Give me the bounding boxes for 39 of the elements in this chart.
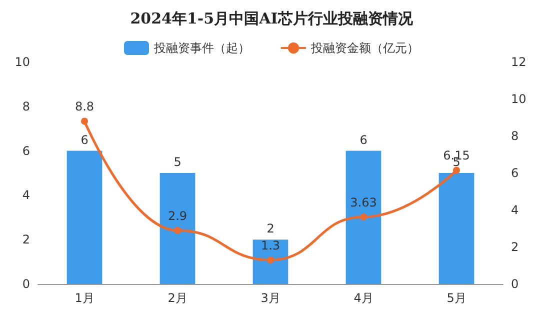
y2-tick-label: 8 (511, 129, 519, 143)
y-tick-label: 6 (22, 144, 30, 158)
data-label: 3.63 (350, 195, 377, 210)
point (267, 256, 274, 264)
data-label: 6 (80, 132, 88, 147)
data-label: 5 (174, 155, 182, 169)
y2-tick-label: 12 (511, 55, 526, 69)
data-label: 6 (360, 132, 368, 147)
y2-tick-label: 10 (511, 92, 526, 106)
y-tick-label: 8 (22, 99, 30, 114)
y2-tick-label: 0 (511, 277, 519, 291)
point (174, 226, 181, 234)
x-tick-label: 2月 (168, 291, 188, 305)
bar (438, 173, 474, 284)
y-tick-label: 10 (14, 55, 30, 69)
bar (346, 150, 382, 284)
data-label: 2 (266, 222, 274, 236)
point (453, 166, 460, 174)
x-tick-label: 4月 (354, 291, 374, 305)
legend-label: 投融资金额（亿元） (310, 41, 419, 55)
point (360, 213, 367, 220)
y-tick-label: 0 (22, 277, 30, 291)
bar (252, 240, 288, 284)
y2-tick-label: 4 (511, 203, 519, 217)
chart-title: 2024年1-5月中国AI芯片行业投融资情况 (130, 10, 414, 28)
y-tick-label: 4 (22, 188, 30, 202)
y2-tick-label: 2 (511, 240, 519, 254)
bar (66, 150, 102, 284)
bar (160, 173, 196, 284)
point (81, 118, 88, 125)
legend-label: 投融资事件（起） (153, 41, 250, 55)
data-label: 1.3 (260, 238, 280, 252)
x-tick-label: 3月 (260, 291, 280, 305)
x-tick-label: 1月 (74, 291, 94, 305)
data-label: 2.9 (168, 208, 188, 223)
y2-tick-label: 6 (511, 166, 519, 180)
y-tick-label: 2 (22, 232, 30, 247)
x-tick-label: 5月 (446, 291, 466, 305)
data-label: 8.8 (74, 100, 94, 114)
